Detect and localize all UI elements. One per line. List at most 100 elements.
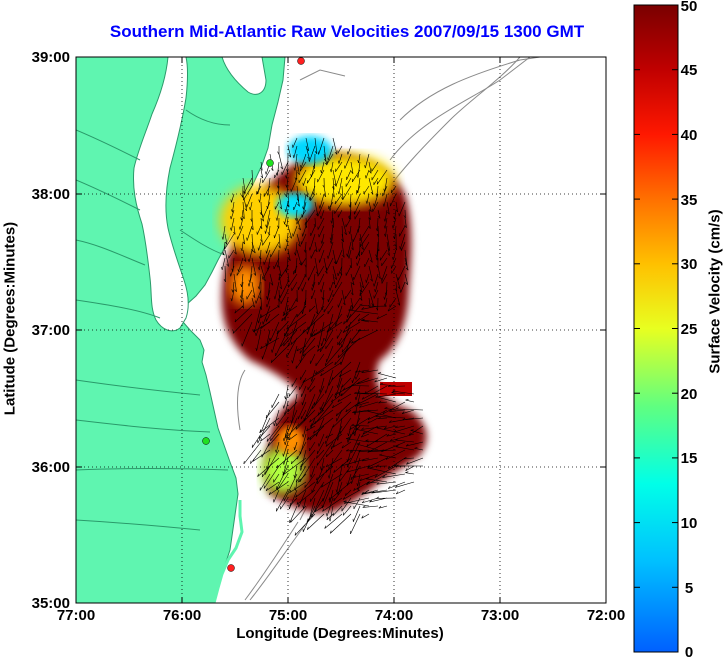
velocity-arrow [367, 417, 379, 424]
velocity-arrow [410, 430, 424, 435]
velocity-arrow [292, 345, 298, 364]
velocity-arrow [341, 497, 352, 512]
velocity-arrow [352, 169, 361, 183]
velocity-arrow [280, 497, 289, 510]
velocity-arrow-head [367, 420, 370, 424]
velocity-arrow [379, 249, 388, 261]
velocity-arrow-head [270, 359, 273, 363]
velocity-arrow [326, 257, 334, 271]
velocity-arrow-head [343, 321, 345, 325]
velocity-arrow [305, 185, 309, 198]
velocity-arrow [260, 169, 264, 179]
velocity-arrow-head [324, 162, 328, 166]
velocity-arrow [361, 385, 388, 400]
velocity-arrow [331, 209, 334, 224]
velocity-arrow [266, 425, 280, 442]
velocity-arrow [266, 329, 271, 347]
velocity-arrow [353, 505, 361, 522]
velocity-arrow [243, 441, 262, 465]
velocity-arrow [266, 209, 271, 228]
velocity-arrow-head [241, 305, 244, 309]
velocity-arrow-head [297, 172, 300, 175]
velocity-arrow [367, 481, 379, 484]
velocity-arrow-head [287, 408, 289, 412]
velocity-arrow [283, 473, 298, 502]
velocity-arrow-head [392, 256, 394, 260]
velocity-arrow [320, 361, 343, 377]
velocity-arrow [337, 369, 343, 388]
velocity-arrow [354, 401, 370, 407]
velocity-arrow [325, 449, 343, 473]
velocity-arrow [287, 145, 292, 158]
velocity-arrow-head [337, 354, 340, 358]
velocity-arrow-head [365, 200, 368, 204]
velocity-arrow [323, 297, 334, 313]
velocity-arrow [282, 457, 307, 476]
velocity-arrow-head [273, 422, 275, 426]
velocity-arrow [295, 465, 307, 483]
velocity-arrow-head [307, 436, 309, 440]
velocity-arrow-head [395, 445, 399, 447]
velocity-arrow-head [310, 423, 313, 427]
velocity-arrow [359, 225, 370, 242]
velocity-arrow [315, 361, 334, 375]
velocity-arrow-head [359, 303, 363, 306]
velocity-arrow-head [296, 314, 298, 318]
velocity-arrow [376, 249, 379, 261]
velocity-arrow-head [375, 257, 378, 261]
velocity-arrow-head [293, 446, 295, 450]
velocity-arrow-head [282, 405, 284, 409]
velocity-arrow [322, 481, 334, 509]
x-axis-label: Longitude (Degrees:Minutes) [236, 625, 444, 642]
velocity-arrow-head [305, 194, 309, 198]
velocity-arrow-head [365, 477, 370, 480]
velocity-arrow [329, 313, 343, 330]
velocity-arrow [300, 449, 307, 471]
velocity-arrow [367, 409, 388, 420]
velocity-arrow-head [376, 307, 378, 311]
velocity-arrow [369, 497, 388, 503]
velocity-arrow-head [295, 494, 297, 498]
velocity-arrow [361, 320, 370, 323]
velocity-arrow [317, 169, 325, 183]
velocity-arrow [316, 465, 334, 481]
velocity-arrow-head [359, 478, 362, 482]
velocity-arrow [274, 169, 280, 179]
velocity-arrow [262, 233, 271, 246]
velocity-arrow [243, 177, 253, 194]
velocity-arrow [361, 513, 370, 519]
velocity-arrow-head [343, 302, 346, 306]
velocity-arrow-head [332, 405, 335, 409]
velocity-arrow [377, 209, 381, 219]
velocity-arrow [391, 392, 406, 395]
velocity-arrow-head [354, 391, 358, 394]
velocity-arrow-head [384, 407, 388, 409]
velocity-arrow-head [313, 430, 315, 434]
velocity-arrow-head [376, 464, 380, 467]
velocity-arrow-head [250, 460, 252, 464]
velocity-arrow-head [314, 508, 317, 512]
velocity-arrow-head [389, 409, 393, 412]
velocity-arrow-head [257, 247, 259, 251]
velocity-arrow-head [275, 217, 278, 221]
velocity-arrow [366, 433, 388, 447]
velocity-arrow [378, 505, 388, 509]
velocity-arrow-head [279, 286, 282, 290]
velocity-arrow [341, 377, 361, 397]
velocity-arrow [404, 273, 409, 285]
velocity-arrow [383, 193, 388, 207]
velocity-arrow [301, 257, 307, 265]
colorbar-tick-label: 40 [681, 127, 698, 144]
velocity-arrow [263, 185, 271, 197]
velocity-arrow [250, 201, 253, 211]
velocity-arrow [251, 241, 256, 254]
velocity-arrow [346, 438, 370, 443]
velocity-arrow-head [265, 224, 267, 228]
velocity-arrow-head [239, 226, 241, 230]
velocity-arrow [350, 465, 361, 481]
velocity-arrow [238, 257, 244, 272]
velocity-arrow [283, 329, 298, 347]
velocity-arrow-head [354, 403, 358, 407]
velocity-arrow-head [383, 426, 387, 430]
velocity-arrow [373, 289, 379, 299]
